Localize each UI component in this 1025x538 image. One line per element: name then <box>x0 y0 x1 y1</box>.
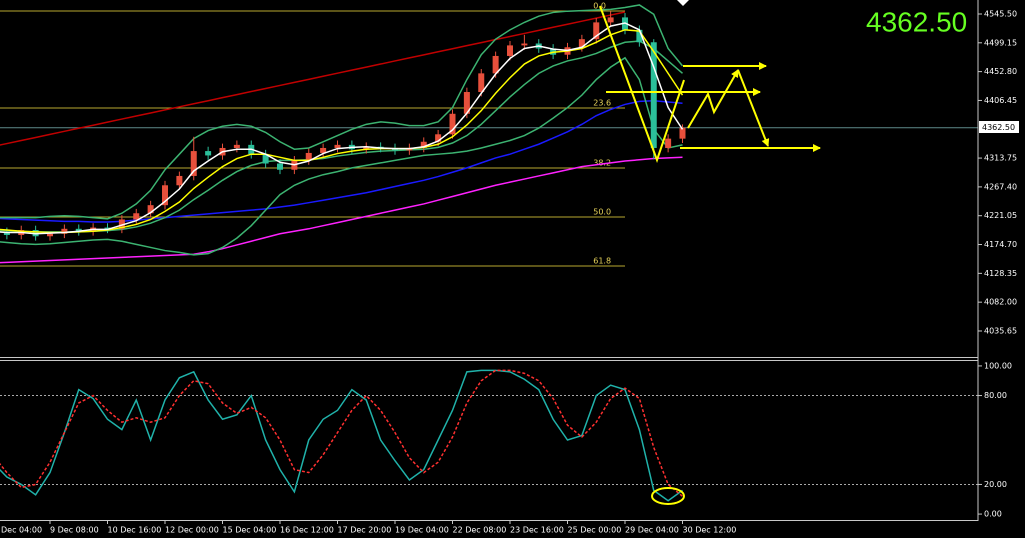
indicator-line <box>0 369 683 497</box>
marker <box>677 0 689 6</box>
fib-label: 23.6 <box>593 98 611 107</box>
candle-body <box>104 227 111 229</box>
annotation <box>687 69 739 129</box>
x-tick-label: 15 Dec 04:00 <box>223 526 277 535</box>
candle-body <box>578 39 585 48</box>
annotation-arrows <box>599 5 821 505</box>
candle-body <box>205 151 212 156</box>
candle-body <box>75 228 82 232</box>
candle-body <box>305 152 312 161</box>
y-tick-label: 0.00 <box>984 510 1002 519</box>
candle-body <box>262 154 269 164</box>
candle-body <box>118 219 125 229</box>
y-tick-label: 100.00 <box>984 361 1012 370</box>
candle-body <box>147 205 154 214</box>
x-tick-label: 17 Dec 20:00 <box>338 526 392 535</box>
candle-body <box>650 42 657 148</box>
candle-body <box>61 228 68 234</box>
annotation <box>737 69 770 147</box>
x-tick-label: 9 Dec 08:00 <box>50 526 99 535</box>
fib-label: 50.0 <box>593 207 611 216</box>
current-price: 4362.50 <box>866 6 967 37</box>
fib-label: 61.8 <box>593 256 611 265</box>
y-tick-label: 80.00 <box>984 391 1007 400</box>
candle-body <box>607 17 614 23</box>
candle-body <box>3 231 10 236</box>
annotation-circle <box>651 487 685 505</box>
price-label: 4362.50 <box>982 123 1015 132</box>
x-tick-label: 23 Dec 16:00 <box>510 526 564 535</box>
candle-body <box>190 151 197 176</box>
indicator-line <box>0 11 626 146</box>
candle-body <box>449 113 456 135</box>
y-tick-label: 4174.70 <box>984 240 1017 249</box>
candle-body <box>420 141 427 148</box>
candle-body <box>665 138 672 148</box>
candle-body <box>363 146 370 150</box>
y-tick-label: 4545.50 <box>984 9 1017 18</box>
y-tick-label: 4267.40 <box>984 182 1017 191</box>
indicator-line <box>0 4 684 220</box>
x-tick-label: 29 Dec 04:00 <box>625 526 679 535</box>
y-tick-label: 4313.75 <box>984 154 1017 163</box>
annotation <box>599 5 685 163</box>
candle-body <box>507 45 513 56</box>
y-tick-label: 20.00 <box>984 480 1007 489</box>
x-tick-label: 25 Dec 00:00 <box>568 526 622 535</box>
y-tick-label: 4452.80 <box>984 67 1017 76</box>
x-tick-label: 12 Dec 00:00 <box>165 526 219 535</box>
fib-label: 38.2 <box>593 158 611 167</box>
candle-body <box>162 185 168 206</box>
candle-body <box>593 22 600 40</box>
candle-body <box>334 144 341 148</box>
y-tick-label: 4082.00 <box>984 298 1017 307</box>
indicator-line <box>0 56 683 256</box>
y-tick-label: 4406.45 <box>984 96 1017 105</box>
x-tick-label: Dec 04:00 <box>1 526 42 535</box>
y-tick-label: 4499.15 <box>984 38 1017 47</box>
fib-label: 0.0 <box>593 2 606 11</box>
candle-body <box>492 55 499 74</box>
candle-body <box>435 134 442 142</box>
candle-body <box>47 233 53 237</box>
y-tick-label: 4221.05 <box>984 211 1017 220</box>
candle-body <box>636 29 643 43</box>
indicator-line <box>0 156 683 264</box>
candle-body <box>521 43 528 46</box>
price-label-box <box>979 121 1019 133</box>
candle-body <box>233 144 240 148</box>
plot-layer: 0.0 23.6 38.2 50.0 61.8 <box>0 2 978 502</box>
x-tick-label: 19 Dec 04:00 <box>395 526 449 535</box>
y-tick-label: 4035.65 <box>984 326 1017 335</box>
candle-body <box>679 127 686 139</box>
candle-body <box>277 163 283 170</box>
x-tick-label: 10 Dec 16:00 <box>108 526 162 535</box>
x-tick-label: 22 Dec 08:00 <box>453 526 507 535</box>
x-tick-label: 30 Dec 12:00 <box>683 526 737 535</box>
candle-body <box>320 147 327 153</box>
indicator-line <box>0 99 683 223</box>
indicator-line <box>0 22 684 235</box>
candle-body <box>176 175 183 186</box>
candle-body <box>478 73 485 93</box>
candle-body <box>133 213 140 220</box>
indicator-line <box>0 369 683 502</box>
x-tick-label: 16 Dec 12:00 <box>280 526 334 535</box>
y-tick-label: 4128.35 <box>984 269 1017 278</box>
candle-body <box>463 92 470 114</box>
